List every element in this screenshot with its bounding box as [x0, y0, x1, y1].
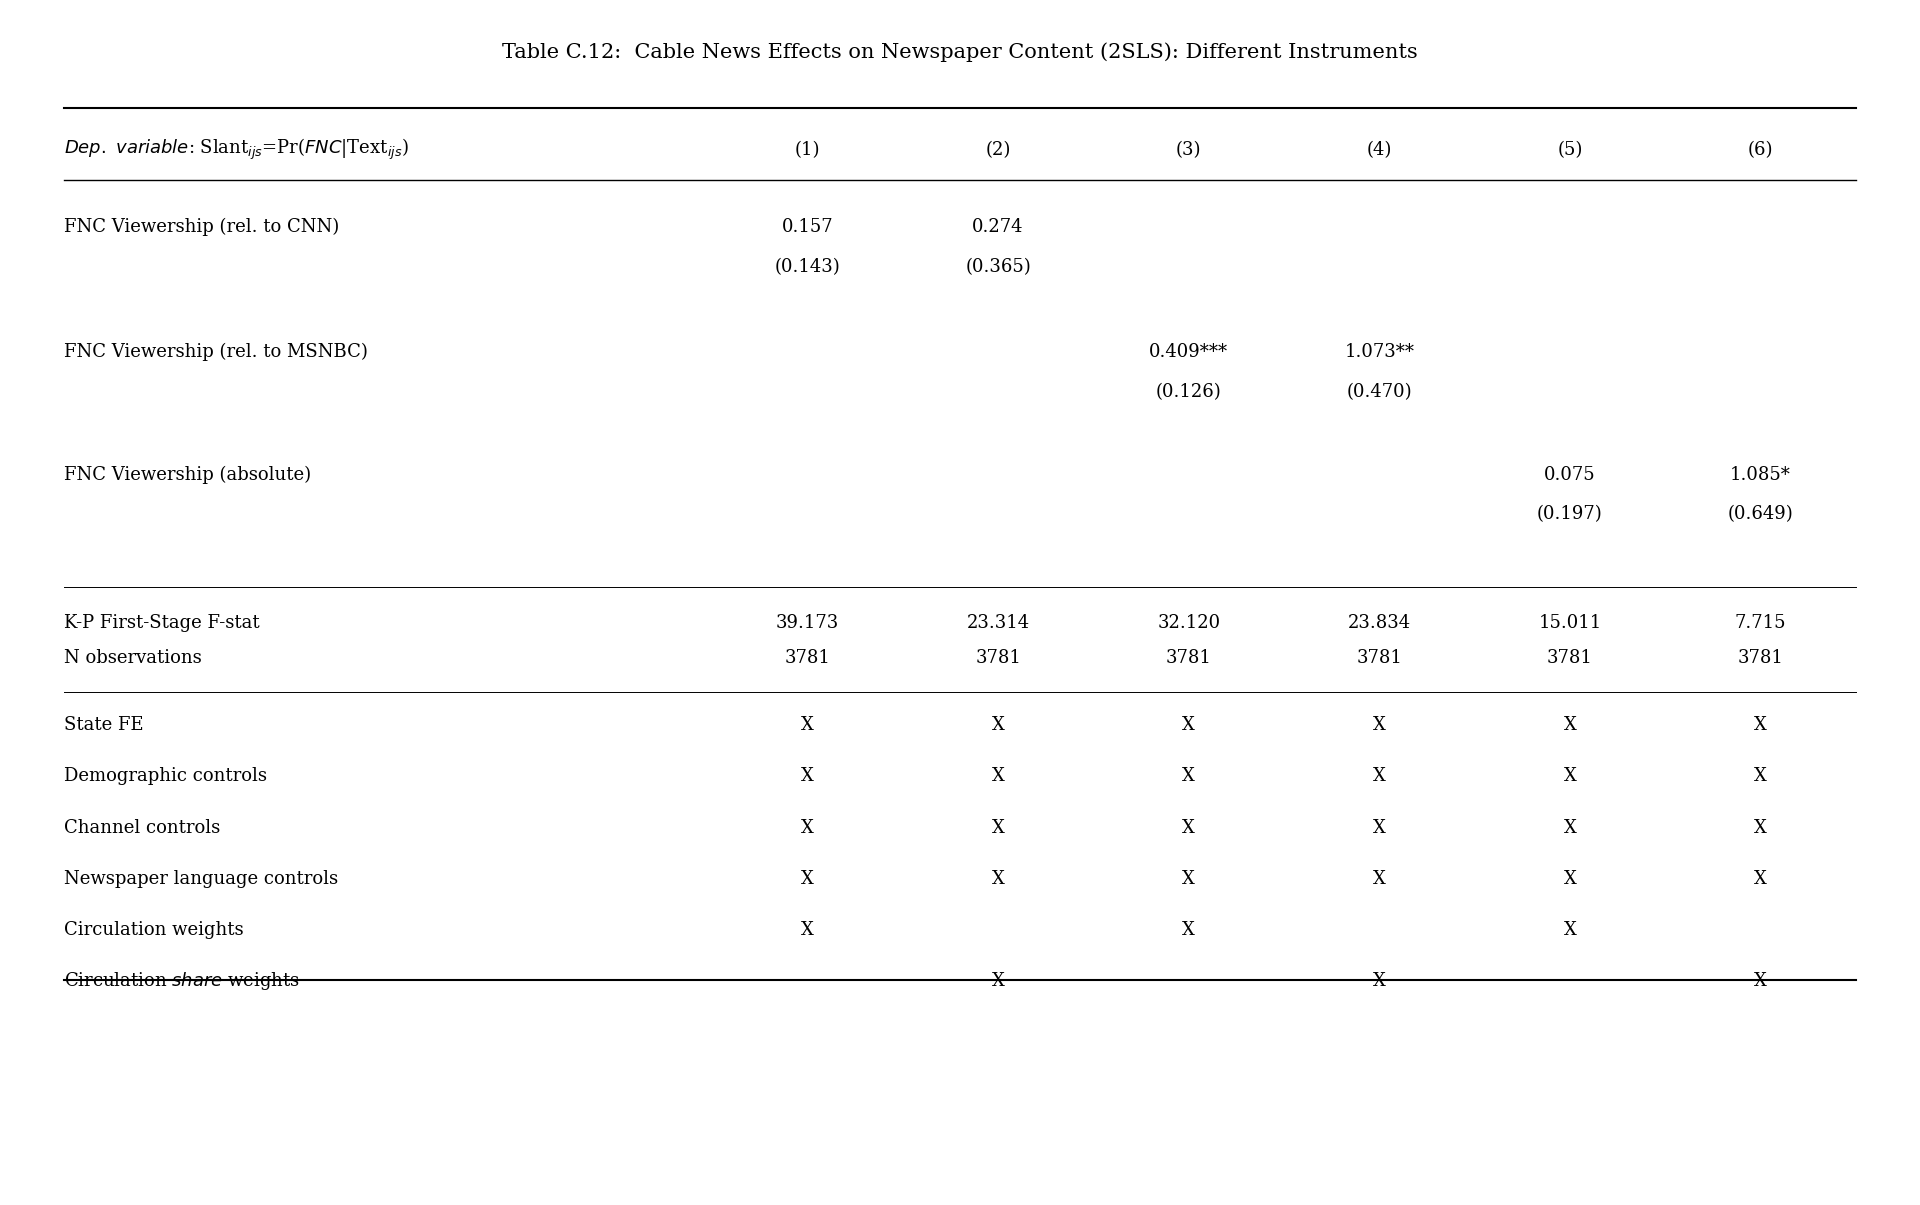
- Text: X: X: [1755, 870, 1766, 888]
- Text: (0.649): (0.649): [1728, 505, 1793, 523]
- Text: X: X: [801, 921, 814, 939]
- Text: (5): (5): [1557, 141, 1582, 159]
- Text: 23.834: 23.834: [1348, 613, 1411, 631]
- Text: (0.470): (0.470): [1346, 383, 1411, 401]
- Text: X: X: [1755, 716, 1766, 734]
- Text: X: X: [1373, 818, 1386, 836]
- Text: X: X: [1563, 768, 1576, 786]
- Text: X: X: [1563, 818, 1576, 836]
- Text: (0.126): (0.126): [1156, 383, 1221, 401]
- Text: 3781: 3781: [1738, 649, 1784, 668]
- Text: 3781: 3781: [1165, 649, 1212, 668]
- Text: 3781: 3781: [785, 649, 831, 668]
- Text: K-P First-Stage F-stat: K-P First-Stage F-stat: [63, 613, 259, 631]
- Text: $\it{Dep.\ variable}$: Slant$_{ijs}$=Pr($FNC$|Text$_{ijs}$): $\it{Dep.\ variable}$: Slant$_{ijs}$=Pr(…: [63, 137, 409, 163]
- Text: X: X: [1563, 921, 1576, 939]
- Text: FNC Viewership (rel. to MSNBC): FNC Viewership (rel. to MSNBC): [63, 343, 369, 362]
- Text: X: X: [1183, 870, 1194, 888]
- Text: X: X: [993, 818, 1004, 836]
- Text: X: X: [993, 768, 1004, 786]
- Text: 0.274: 0.274: [972, 218, 1023, 236]
- Text: (0.197): (0.197): [1538, 505, 1603, 523]
- Text: X: X: [1183, 716, 1194, 734]
- Text: Newspaper language controls: Newspaper language controls: [63, 870, 338, 888]
- Text: Circulation $\it{share}$ weights: Circulation $\it{share}$ weights: [63, 970, 300, 992]
- Text: (0.143): (0.143): [774, 258, 841, 276]
- Text: X: X: [1755, 818, 1766, 836]
- Text: X: X: [1373, 716, 1386, 734]
- Text: X: X: [1183, 921, 1194, 939]
- Text: X: X: [1373, 972, 1386, 991]
- Text: 3781: 3781: [1356, 649, 1402, 668]
- Text: Demographic controls: Demographic controls: [63, 768, 267, 786]
- Text: X: X: [801, 716, 814, 734]
- Text: 15.011: 15.011: [1538, 613, 1601, 631]
- Text: N observations: N observations: [63, 649, 202, 668]
- Text: X: X: [993, 716, 1004, 734]
- Text: Circulation weights: Circulation weights: [63, 921, 244, 939]
- Text: X: X: [1373, 768, 1386, 786]
- Text: X: X: [1183, 818, 1194, 836]
- Text: 0.409***: 0.409***: [1150, 343, 1229, 362]
- Text: 1.085*: 1.085*: [1730, 466, 1791, 484]
- Text: (0.365): (0.365): [966, 258, 1031, 276]
- Text: Channel controls: Channel controls: [63, 818, 221, 836]
- Text: State FE: State FE: [63, 716, 144, 734]
- Text: 0.075: 0.075: [1544, 466, 1596, 484]
- Text: X: X: [1373, 870, 1386, 888]
- Text: X: X: [1755, 768, 1766, 786]
- Text: 23.314: 23.314: [966, 613, 1029, 631]
- Text: FNC Viewership (rel. to CNN): FNC Viewership (rel. to CNN): [63, 218, 340, 236]
- Text: (4): (4): [1367, 141, 1392, 159]
- Text: (3): (3): [1175, 141, 1202, 159]
- Text: 1.073**: 1.073**: [1344, 343, 1415, 362]
- Text: X: X: [1563, 870, 1576, 888]
- Text: X: X: [801, 870, 814, 888]
- Text: 7.715: 7.715: [1736, 613, 1786, 631]
- Text: Table C.12:  Cable News Effects on Newspaper Content (2SLS): Different Instrumen: Table C.12: Cable News Effects on Newspa…: [503, 42, 1417, 63]
- Text: 0.157: 0.157: [781, 218, 833, 236]
- Text: X: X: [801, 768, 814, 786]
- Text: X: X: [993, 870, 1004, 888]
- Text: X: X: [1563, 716, 1576, 734]
- Text: X: X: [801, 818, 814, 836]
- Text: (1): (1): [795, 141, 820, 159]
- Text: 3781: 3781: [975, 649, 1021, 668]
- Text: 3781: 3781: [1548, 649, 1594, 668]
- Text: X: X: [993, 972, 1004, 991]
- Text: 32.120: 32.120: [1158, 613, 1221, 631]
- Text: FNC Viewership (absolute): FNC Viewership (absolute): [63, 466, 311, 484]
- Text: X: X: [1183, 768, 1194, 786]
- Text: (2): (2): [985, 141, 1010, 159]
- Text: X: X: [1755, 972, 1766, 991]
- Text: (6): (6): [1747, 141, 1774, 159]
- Text: 39.173: 39.173: [776, 613, 839, 631]
